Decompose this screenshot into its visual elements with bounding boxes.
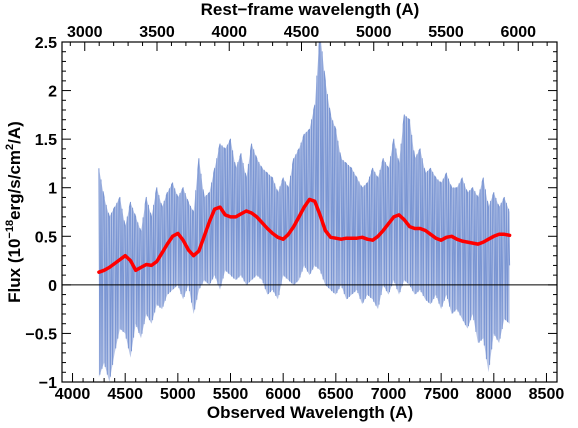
x-tick-label: 5500 [213,386,249,403]
top-tick-label: 6000 [500,24,536,41]
x-axis-title: Observed Wavelength (A) [207,403,413,422]
x-tick-label: 8500 [529,386,565,403]
y-axis-title: Flux (10−18erg/s/cm2/A) [4,121,24,303]
x-tick-label: 5000 [160,386,196,403]
top-tick-label: 3500 [139,24,175,41]
y-tick-label: 0.5 [35,229,57,246]
plot-frame [61,41,558,383]
x-tick-label: 6500 [318,386,354,403]
y-tick-label: −0.5 [25,326,57,343]
y-tick-label: 2.5 [35,35,57,52]
x-tick-label: 4500 [107,386,143,403]
fit-layer [97,197,512,274]
x-axis-ticks: 4000 4500 5000 5500 6000 6500 7000 7500 8000 8500 [55,373,565,403]
top-tick-label: 4500 [284,24,320,41]
top-axis-title: Rest−frame wavelength (A) [201,0,420,19]
y-axis-ticks: −1 −0.5 0 0.5 1 1.5 2 2.5 [25,35,557,392]
top-axis-ticks: 3000 3500 4000 4500 5000 5500 6000 [67,24,548,51]
top-tick-label: 5000 [356,24,392,41]
x-tick-label: 7000 [371,386,407,403]
x-tick-label: 7500 [423,386,459,403]
y-tick-label: 1.5 [35,132,57,149]
y-tick-label: 1 [48,181,57,198]
x-tick-label: 4000 [55,386,91,403]
y-tick-label: 2 [48,84,57,101]
top-tick-label: 4000 [211,24,247,41]
smoothed-fit-line [97,197,512,274]
top-tick-label: 5500 [428,24,464,41]
x-tick-label: 6000 [265,386,301,403]
top-tick-label: 3000 [67,24,103,41]
spectrum-layer [98,42,511,382]
spectrum-line [98,42,511,377]
y-tick-label: −1 [39,375,57,392]
y-tick-label: 0 [48,278,57,295]
x-tick-label: 8000 [476,386,512,403]
